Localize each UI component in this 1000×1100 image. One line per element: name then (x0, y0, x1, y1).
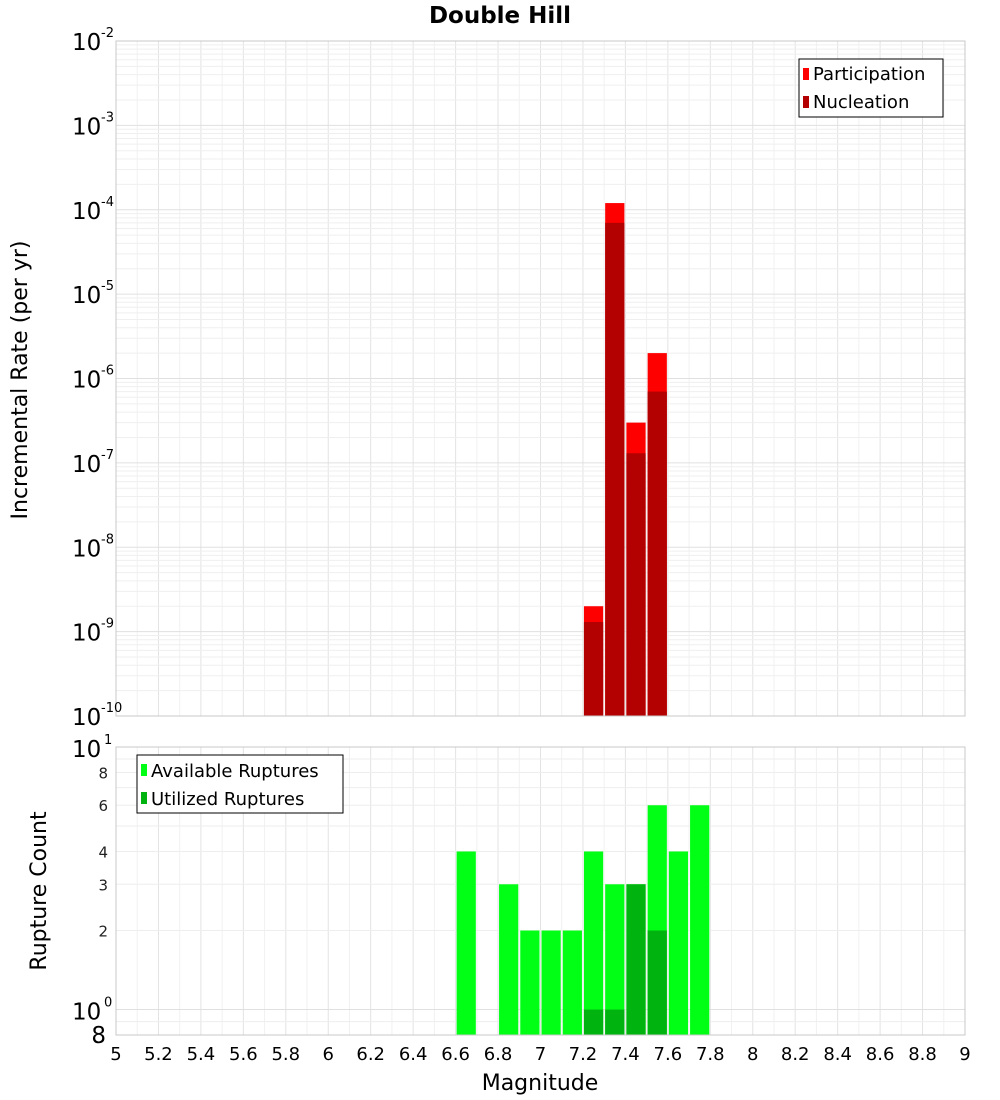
magnitude-x-tick-label: 5.4 (187, 1044, 216, 1065)
magnitude-x-tick-label: 5.6 (229, 1044, 258, 1065)
count-y-minor-tick-label: 2 (98, 923, 108, 941)
rate-y-tick-exponent: -2 (101, 26, 114, 41)
magnitude-x-tick-label: 8.4 (823, 1044, 852, 1065)
x-axis-label: Magnitude (482, 1071, 599, 1096)
count-available-ruptures-bar (520, 930, 540, 1035)
rate-nucleation-bar (605, 222, 625, 716)
available-legend-label: Available Ruptures (151, 761, 319, 782)
participation-legend-swatch (803, 68, 809, 80)
count-bars (456, 805, 710, 1035)
rate-y-tick-exponent: -9 (101, 617, 114, 632)
count-y-tick-exponent: 0 (104, 996, 112, 1011)
count-available-ruptures-bar (668, 851, 689, 1035)
rate-y-tick-label: 10 (72, 621, 101, 647)
magnitude-x-tick-label: 5.8 (271, 1044, 300, 1065)
magnitude-x-tick-label: 7.8 (696, 1044, 725, 1065)
magnitude-x-tick-label: 7 (535, 1044, 546, 1065)
rate-y-tick-exponent: -7 (101, 448, 114, 463)
count-available-ruptures-bar (605, 884, 625, 1035)
chart-title: Double Hill (429, 3, 571, 29)
rate-y-tick-label: 10 (72, 199, 101, 225)
nucleation-legend-label: Nucleation (813, 92, 909, 113)
magnitude-x-tick-label: 6.6 (441, 1044, 470, 1065)
count-available-ruptures-bar (562, 930, 582, 1035)
count-y-minor-tick-label: 8 (98, 764, 108, 782)
count-plot-border (115, 746, 966, 1036)
utilized-legend-label: Utilized Ruptures (151, 789, 304, 810)
count-y-minor-tick-label: 3 (98, 876, 108, 894)
count-y-minor-tick-label: 4 (98, 843, 108, 861)
rate-y-tick-label: 10 (72, 705, 101, 731)
count-y-axis-label: Rupture Count (27, 811, 52, 971)
rate-y-tick-exponent: -3 (101, 110, 114, 125)
magnitude-x-tick-label: 6.8 (484, 1044, 513, 1065)
count-utilized-ruptures-bar (647, 930, 667, 1035)
rate-y-tick-label: 10 (72, 283, 101, 309)
count-y-minor-tick-label: 6 (98, 797, 108, 815)
magnitude-x-tick-label: 6.2 (356, 1044, 385, 1065)
available-legend-swatch (141, 764, 147, 776)
magnitude-x-tick-label: 8.6 (866, 1044, 895, 1065)
rate-y-tick-label: 10 (72, 452, 101, 478)
participation-legend-label: Participation (813, 64, 925, 85)
count-utilized-ruptures-bar (605, 1009, 625, 1035)
magnitude-x-tick-label: 8 (747, 1044, 758, 1065)
count-legend-box (136, 754, 344, 814)
magnitude-x-tick-label: 6 (323, 1044, 334, 1065)
rate-nucleation-bar (647, 391, 667, 716)
magnitude-x-tick-label: 5.2 (144, 1044, 173, 1065)
magnitude-x-tick-label: 7.2 (569, 1044, 598, 1065)
magnitude-x-tick-label: 8.8 (908, 1044, 937, 1065)
rate-y-tick-exponent: -10 (101, 701, 122, 716)
rate-y-axis-label: Incremental Rate (per yr) (8, 241, 33, 520)
count-utilized-ruptures-bar (583, 1009, 604, 1035)
utilized-legend-swatch (141, 792, 147, 804)
count-utilized-ruptures-bar (626, 884, 646, 1035)
rate-y-tick-exponent: -5 (101, 279, 114, 294)
rate-y-tick-label: 10 (72, 536, 101, 562)
magnitude-x-tick-label: 7.6 (654, 1044, 683, 1065)
rate-y-tick-label: 10 (72, 114, 101, 140)
rate-plot-border (115, 40, 966, 717)
count-y-tick-label: 10 (72, 1000, 101, 1026)
rate-nucleation-bar (626, 453, 646, 716)
rate-bars (583, 203, 667, 716)
magnitude-x-tick-label: 6.4 (399, 1044, 428, 1065)
rate-y-tick-exponent: -8 (101, 532, 114, 547)
rate-y-tick-exponent: -4 (101, 195, 114, 210)
count-y-minor-tick-label: 8 (91, 1023, 106, 1049)
magnitude-x-ticks: 5 5.2 5.4 5.6 5.8 6 6.2 6.4 6.6 6.8 7 7.2 7.4 7.6 7.8 8… (110, 1044, 970, 1065)
count-available-ruptures-bar (690, 805, 710, 1035)
count-available-ruptures-bar (583, 851, 604, 1035)
rate-grid (115, 41, 966, 717)
count-y-tick-label: 10 (72, 737, 101, 763)
rate-nucleation-bar (583, 622, 604, 716)
rate-y-tick-label: 10 (72, 368, 101, 394)
count-available-ruptures-bar (499, 884, 519, 1035)
rate-legend-box (798, 58, 944, 118)
count-available-ruptures-bar (541, 930, 561, 1035)
rate-y-tick-exponent: -6 (101, 364, 114, 379)
magnitude-x-tick-label: 7.4 (611, 1044, 640, 1065)
rate-y-tick-label: 10 (72, 30, 101, 56)
rate-legend: Participation Nucleation (798, 58, 944, 118)
magnitude-x-tick-label: 8.2 (781, 1044, 810, 1065)
magnitude-x-tick-label: 5 (110, 1044, 121, 1065)
count-available-ruptures-bar (456, 851, 476, 1035)
nucleation-legend-swatch (803, 96, 809, 108)
count-legend: Available Ruptures Utilized Ruptures (136, 754, 344, 814)
count-y-tick-exponent: 1 (104, 733, 112, 748)
magnitude-x-tick-label: 9 (959, 1044, 970, 1065)
